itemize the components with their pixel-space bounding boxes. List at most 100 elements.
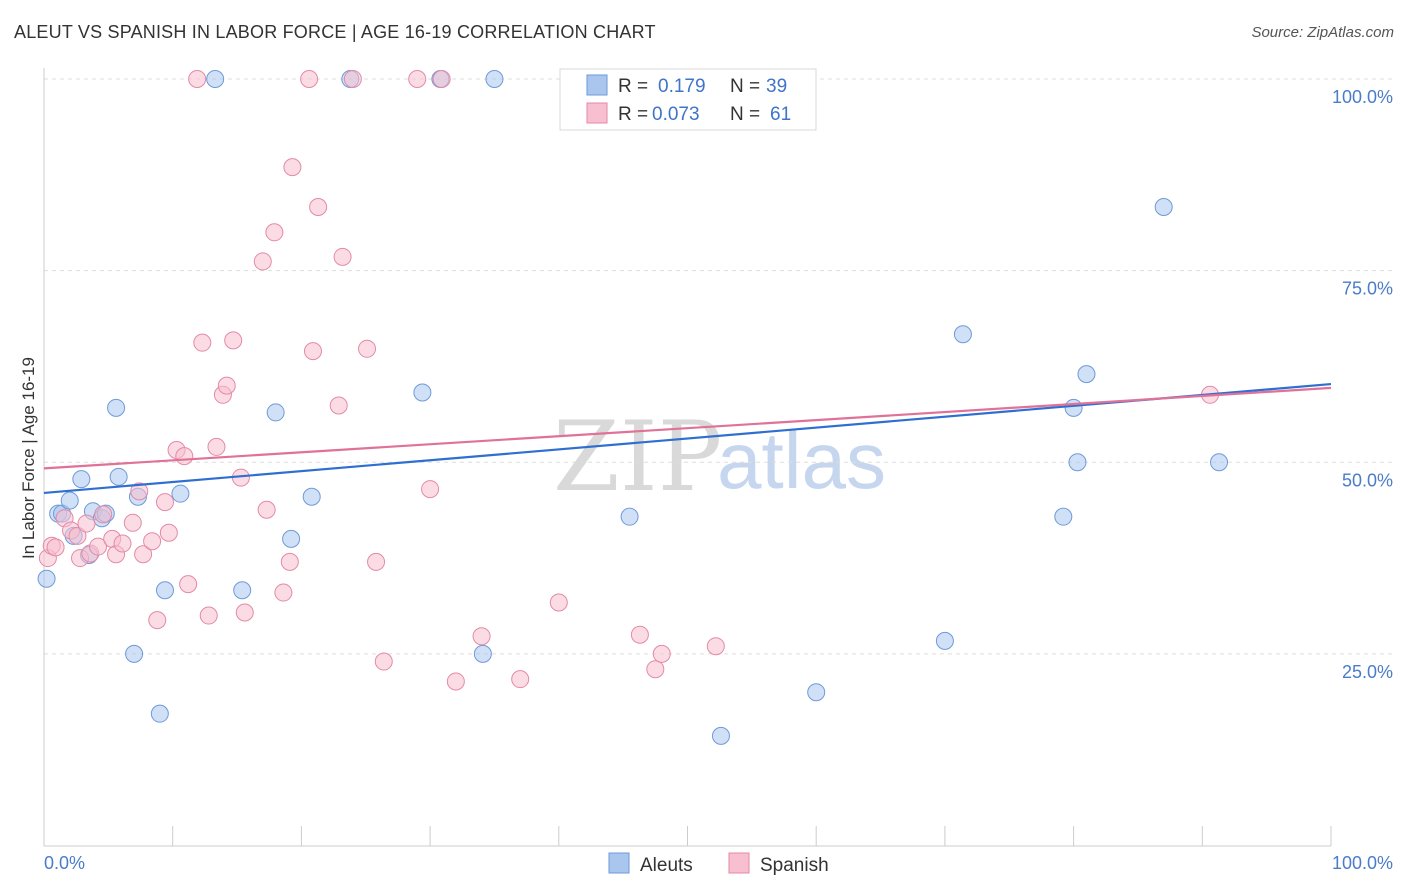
- point-aleuts-28: [711, 726, 730, 745]
- point-spanish-27: [207, 437, 226, 456]
- point-aleuts-30: [807, 683, 826, 702]
- y-tick-label-75: 75.0%: [1342, 279, 1393, 299]
- point-spanish-55: [630, 625, 649, 644]
- bottom-legend-swatch-spanish: [728, 852, 750, 874]
- point-aleuts-0: [37, 569, 56, 588]
- point-aleuts-18: [233, 581, 252, 600]
- y-tick-label-25: 25.0%: [1342, 662, 1393, 682]
- bottom-legend-swatch-aleuts: [608, 852, 630, 874]
- point-spanish-20: [159, 523, 178, 542]
- point-spanish-57: [652, 644, 671, 663]
- point-aleuts-13: [125, 644, 144, 663]
- point-aleuts-23: [413, 383, 432, 402]
- point-aleuts-21: [302, 487, 321, 506]
- point-aleuts-17: [206, 70, 225, 88]
- point-aleuts-34: [1064, 398, 1083, 417]
- point-aleuts-10: [109, 467, 128, 486]
- y-tick-label-50: 50.0%: [1342, 470, 1393, 490]
- point-spanish-25: [193, 333, 212, 352]
- source-label: Source: ZipAtlas.com: [1251, 24, 1394, 41]
- point-spanish-44: [343, 70, 362, 88]
- point-spanish-47: [374, 652, 393, 671]
- point-spanish-19: [155, 493, 174, 512]
- point-spanish-15: [130, 482, 149, 501]
- point-aleuts-20: [282, 529, 301, 548]
- legend-aleuts-n-value: 39: [766, 76, 787, 97]
- point-aleuts-5: [72, 470, 91, 489]
- legend-box: R = 0.179 N = 39 R = 0.073 N = 61: [559, 68, 817, 131]
- y-tick-labels: 100.0% 75.0% 50.0% 25.0%: [1332, 87, 1393, 682]
- chart-title: ALEUT VS SPANISH IN LABOR FORCE | AGE 16…: [14, 22, 656, 42]
- point-spanish-48: [408, 70, 427, 88]
- point-spanish-29: [217, 376, 236, 395]
- point-spanish-54: [549, 593, 568, 612]
- point-aleuts-38: [1210, 453, 1229, 472]
- point-spanish-52: [472, 627, 491, 646]
- point-aleuts-3: [60, 491, 79, 510]
- point-aleuts-36: [1077, 365, 1096, 384]
- legend-spanish-n-value: 61: [770, 104, 791, 125]
- point-aleuts-15: [155, 581, 174, 600]
- point-spanish-43: [333, 247, 352, 266]
- point-spanish-32: [235, 603, 254, 622]
- legend-swatch-spanish: [586, 102, 608, 124]
- point-spanish-46: [367, 552, 386, 571]
- gridlines: [44, 78, 1393, 655]
- watermark: ZIP atlas: [553, 401, 886, 513]
- point-spanish-40: [303, 342, 322, 361]
- point-aleuts-35: [1068, 453, 1087, 472]
- point-spanish-23: [179, 575, 198, 594]
- point-spanish-14: [123, 513, 142, 532]
- point-aleuts-19: [266, 403, 285, 422]
- trend-line-spanish: [43, 386, 1332, 470]
- point-aleuts-16: [171, 484, 190, 503]
- point-spanish-7: [77, 514, 96, 533]
- point-aleuts-31: [935, 631, 954, 650]
- data-points: [37, 70, 1229, 745]
- point-spanish-50: [432, 70, 451, 88]
- point-aleuts-26: [473, 644, 492, 663]
- point-spanish-45: [358, 339, 377, 358]
- bottom-legend-label-spanish: Spanish: [760, 855, 829, 876]
- point-spanish-58: [706, 637, 725, 656]
- legend-swatch-aleuts: [586, 74, 608, 96]
- y-axis-label: In Labor Force | Age 16-19: [19, 357, 38, 559]
- point-spanish-41: [309, 198, 328, 217]
- point-spanish-39: [300, 70, 319, 88]
- y-tick-label-100: 100.0%: [1332, 87, 1393, 107]
- point-spanish-13: [113, 534, 132, 553]
- legend-spanish-n-label: N =: [730, 104, 760, 125]
- legend-spanish-r-label: R =: [618, 104, 648, 125]
- point-spanish-18: [148, 611, 167, 630]
- x-tick-label-right: 100.0%: [1332, 853, 1393, 873]
- point-spanish-22: [175, 447, 194, 466]
- point-aleuts-32: [953, 325, 972, 344]
- trend-lines: [43, 382, 1332, 495]
- point-aleuts-37: [1154, 198, 1173, 217]
- bottom-legend: Aleuts Spanish: [608, 852, 829, 876]
- point-spanish-51: [446, 672, 465, 691]
- point-aleuts-33: [1054, 507, 1073, 526]
- x-axis-ticks: [43, 826, 1332, 846]
- point-spanish-9: [89, 537, 108, 556]
- point-spanish-10: [94, 505, 113, 524]
- point-spanish-5: [68, 526, 87, 545]
- bottom-legend-label-aleuts: Aleuts: [640, 855, 693, 876]
- point-spanish-26: [199, 606, 218, 625]
- watermark-atlas: atlas: [717, 416, 886, 505]
- point-aleuts-27: [620, 507, 639, 526]
- point-spanish-35: [265, 223, 284, 242]
- point-spanish-49: [421, 480, 440, 499]
- legend-aleuts-n-label: N =: [730, 76, 760, 97]
- point-spanish-36: [274, 583, 293, 602]
- point-spanish-24: [188, 70, 207, 88]
- point-spanish-38: [283, 158, 302, 177]
- point-spanish-16: [134, 545, 153, 564]
- point-spanish-34: [257, 500, 276, 519]
- point-spanish-37: [280, 552, 299, 571]
- legend-aleuts-r-label: R =: [618, 76, 648, 97]
- x-tick-label-left: 0.0%: [44, 853, 85, 873]
- legend-aleuts-r-value: 0.179: [658, 76, 706, 97]
- point-spanish-2: [46, 538, 65, 557]
